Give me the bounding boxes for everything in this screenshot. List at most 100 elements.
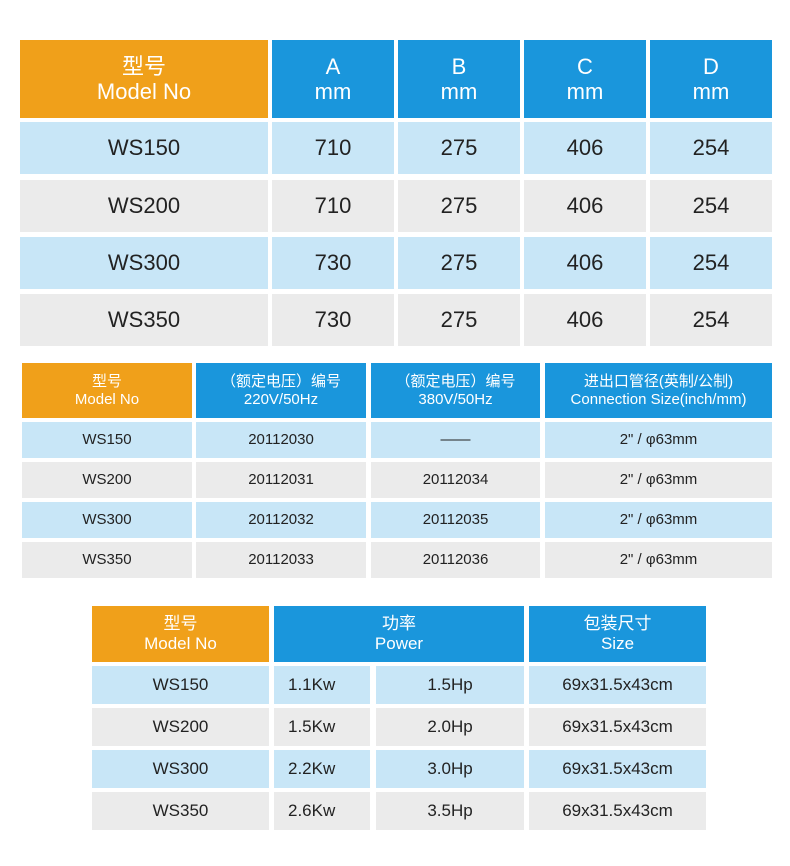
table-cell: 3.5Hp	[376, 792, 524, 830]
table-cell: ——	[371, 422, 540, 458]
cell-text: A	[325, 53, 341, 79]
cell-text: 69x31.5x43cm	[562, 675, 673, 695]
table-cell: WS150	[20, 122, 268, 174]
cell-text: 2" / φ63mm	[619, 511, 698, 529]
cell-text: Power	[374, 634, 424, 653]
table-cell: 20112035	[371, 502, 540, 538]
cell-text: WS350	[82, 551, 132, 569]
cell-text: WS300	[152, 759, 209, 779]
header-cell: 功率 Power	[274, 606, 524, 662]
table-cell: WS350	[20, 294, 268, 346]
table-cell: 1.1Kw	[274, 666, 370, 704]
cell-text: WS200	[152, 717, 209, 737]
table-cell: 2.2Kw	[274, 750, 370, 788]
cell-text: 406	[566, 193, 604, 219]
table-cell: 2" / φ63mm	[545, 462, 772, 498]
table-cell: 20112031	[196, 462, 366, 498]
cell-text: WS200	[107, 193, 181, 219]
cell-text: 254	[692, 193, 730, 219]
cell-text: 275	[440, 193, 478, 219]
cell-text: mm	[314, 79, 352, 104]
cell-text: 69x31.5x43cm	[562, 717, 673, 737]
cell-text: 2" / φ63mm	[619, 551, 698, 569]
table-cell: 1.5Hp	[376, 666, 524, 704]
cell-text: 2" / φ63mm	[619, 471, 698, 489]
cell-text: 20112035	[422, 511, 489, 529]
table-cell: 254	[650, 294, 772, 346]
cell-text: 20112032	[248, 511, 314, 529]
table-cell: 275	[398, 237, 520, 289]
table-cell: 20112033	[196, 542, 366, 578]
table-cell: WS350	[92, 792, 269, 830]
cell-text: 254	[692, 307, 730, 333]
table-cell: 20112034	[371, 462, 540, 498]
header-cell: 进出口管径(英制/公制) Connection Size(inch/mm)	[545, 363, 772, 418]
cell-text: WS350	[107, 307, 181, 333]
table-cell: WS300	[20, 237, 268, 289]
table-cell: WS200	[92, 708, 269, 746]
cell-text: WS300	[82, 511, 132, 529]
cell-text: 406	[566, 307, 604, 333]
cell-text: 型号	[91, 373, 122, 391]
table-cell: WS300	[22, 502, 192, 538]
table-cell: 20112032	[196, 502, 366, 538]
cell-text: 406	[566, 250, 604, 276]
header-cell: 型号 Model No	[22, 363, 192, 418]
cell-text: Model No	[144, 634, 217, 653]
table-cell: 69x31.5x43cm	[529, 750, 706, 788]
cell-text: 275	[440, 307, 478, 333]
table-cell: 406	[524, 237, 646, 289]
table-cell: 254	[650, 122, 772, 174]
cell-text: Size	[600, 634, 635, 653]
cell-text: mm	[566, 79, 604, 104]
table-cell: 2" / φ63mm	[545, 502, 772, 538]
cell-text: 20112033	[248, 551, 314, 569]
cell-text: B	[451, 53, 467, 79]
header-cell: 型号 Model No	[20, 40, 268, 118]
cell-text: 功率	[382, 614, 416, 634]
cell-text: 2.2Kw	[288, 759, 336, 779]
cell-text: mm	[440, 79, 478, 104]
cell-text: 20112031	[248, 471, 314, 489]
cell-text: 进出口管径(英制/公制)	[583, 373, 734, 391]
cell-text: 730	[314, 250, 352, 276]
header-cell: 包装尺寸 Size	[529, 606, 706, 662]
cell-text: mm	[692, 79, 730, 104]
cell-text: 275	[440, 135, 478, 161]
table-cell: 254	[650, 237, 772, 289]
cell-text: （额定电压）编号	[220, 373, 341, 391]
table-cell: 406	[524, 122, 646, 174]
cell-text: 3.5Hp	[427, 801, 473, 821]
table-cell: 69x31.5x43cm	[529, 792, 706, 830]
cell-text: WS200	[82, 471, 132, 489]
cell-text: ——	[440, 431, 471, 449]
table-cell: WS300	[92, 750, 269, 788]
cell-text: 2.6Kw	[288, 801, 336, 821]
cell-text: WS150	[82, 431, 132, 449]
cell-text: 3.0Hp	[427, 759, 473, 779]
cell-text: Model No	[96, 79, 192, 104]
table-cell: 710	[272, 180, 394, 232]
table-cell: WS150	[92, 666, 269, 704]
cell-text: 2" / φ63mm	[619, 431, 698, 449]
table-cell: 3.0Hp	[376, 750, 524, 788]
cell-text: （额定电压）编号	[395, 373, 516, 391]
cell-text: 2.0Hp	[427, 717, 473, 737]
table-cell: 69x31.5x43cm	[529, 666, 706, 704]
table-cell: 2" / φ63mm	[545, 542, 772, 578]
cell-text: 1.1Kw	[288, 675, 336, 695]
table-cell: 2.6Kw	[274, 792, 370, 830]
cell-text: WS350	[152, 801, 209, 821]
cell-text: 710	[314, 135, 352, 161]
cell-text: 380V/50Hz	[418, 390, 493, 408]
cell-text: 20112034	[422, 471, 489, 489]
table-cell: 1.5Kw	[274, 708, 370, 746]
cell-text: Model No	[74, 390, 140, 408]
table-cell: 710	[272, 122, 394, 174]
cell-text: 730	[314, 307, 352, 333]
cell-text: 包装尺寸	[583, 614, 652, 634]
